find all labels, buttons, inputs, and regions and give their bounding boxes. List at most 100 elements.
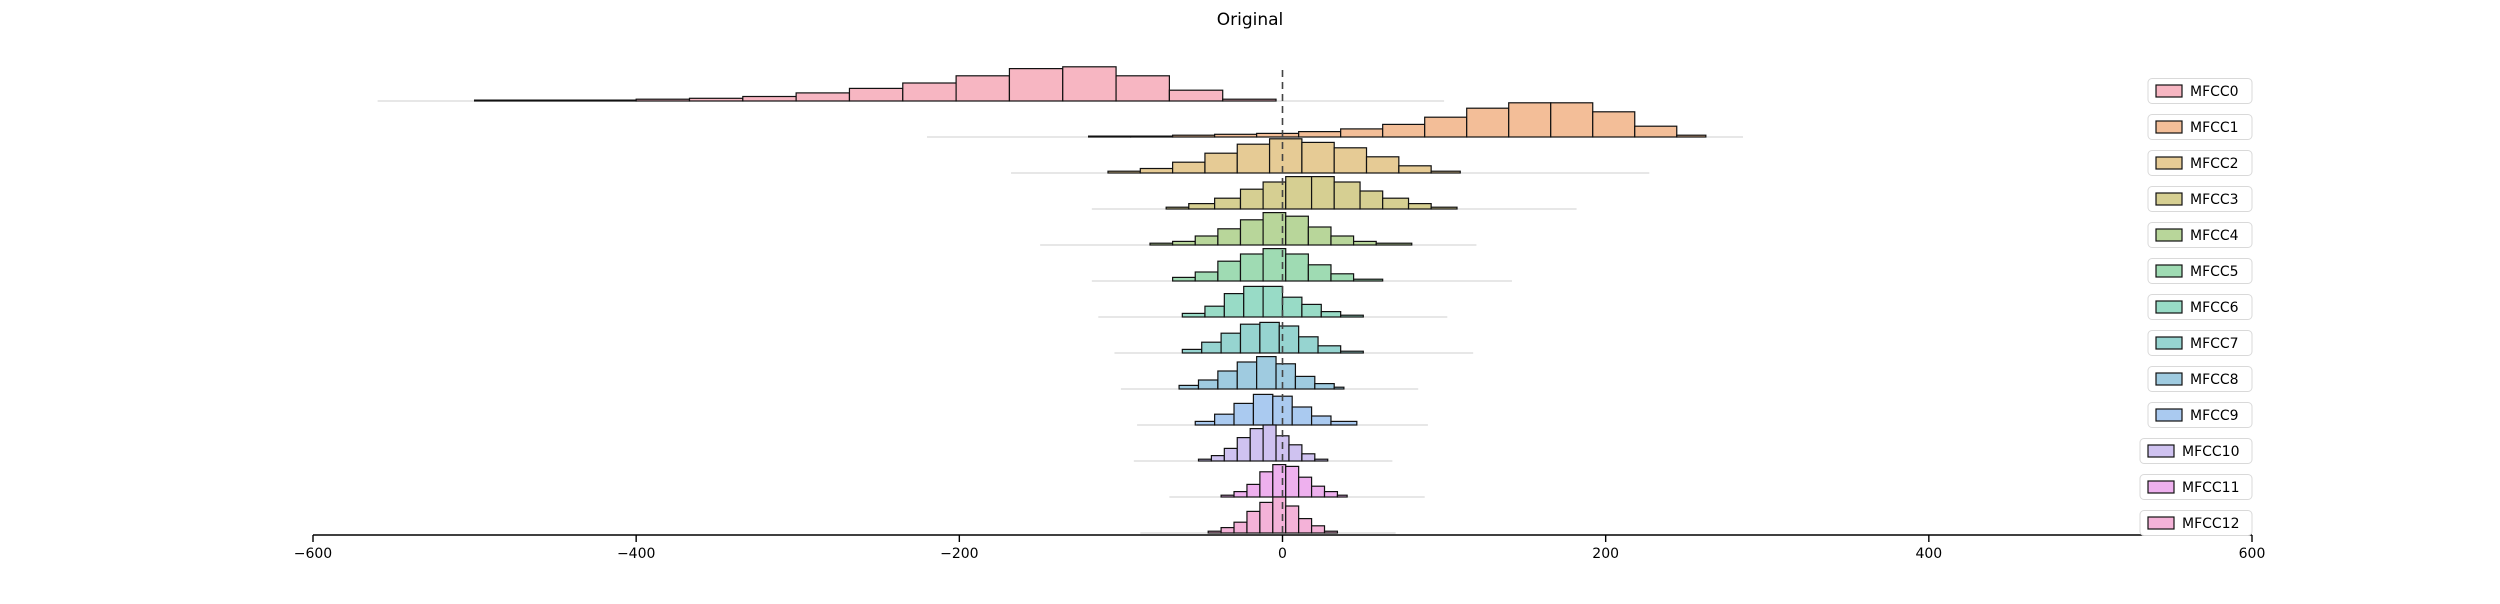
bar <box>1634 125 1678 138</box>
bar <box>1130 135 1174 138</box>
series-mfcc8 <box>1178 356 1345 390</box>
bar <box>1256 132 1300 138</box>
bar <box>1259 501 1274 534</box>
bar <box>1382 123 1426 138</box>
legend-item-mfcc12: MFCC12 <box>2139 510 2253 536</box>
bar <box>1201 341 1222 354</box>
bar <box>1307 264 1332 282</box>
bar <box>1320 311 1342 318</box>
legend-label: MFCC7 <box>2190 336 2239 352</box>
bar <box>1298 336 1319 354</box>
legend-label: MFCC9 <box>2190 408 2239 424</box>
bar <box>1330 420 1358 426</box>
bar <box>848 87 904 102</box>
legend-swatch <box>2155 156 2183 170</box>
bars-layer <box>473 66 1707 534</box>
bar <box>902 82 957 102</box>
bar <box>1275 363 1297 390</box>
legend-item-mfcc0: MFCC0 <box>2147 78 2253 104</box>
bar <box>1217 370 1238 390</box>
bar <box>1210 455 1225 462</box>
bar <box>1217 260 1242 282</box>
bar <box>1298 517 1313 534</box>
bar <box>1194 271 1219 282</box>
legend-label: MFCC4 <box>2190 228 2239 244</box>
bar <box>1285 505 1300 534</box>
bar <box>1139 167 1174 174</box>
bar <box>742 95 797 102</box>
bar <box>1466 107 1510 138</box>
legend-item-mfcc7: MFCC7 <box>2147 330 2253 356</box>
series-mfcc7 <box>1181 321 1364 354</box>
bar <box>1259 471 1274 498</box>
legend-swatch <box>2155 192 2183 206</box>
bar <box>1233 402 1255 426</box>
bar <box>1323 491 1339 498</box>
bar <box>1008 67 1064 102</box>
bar <box>1172 276 1196 282</box>
series-mfcc10 <box>1197 424 1329 462</box>
bar <box>1178 384 1200 390</box>
bar <box>1172 134 1216 138</box>
bar <box>1307 226 1332 246</box>
legend-item-mfcc2: MFCC2 <box>2147 150 2253 176</box>
bar <box>1220 494 1235 498</box>
bar <box>1352 240 1377 246</box>
bar <box>1365 156 1400 174</box>
legend-label: MFCC12 <box>2182 516 2240 532</box>
bar <box>1239 253 1264 282</box>
x-tick-label: 200 <box>1592 546 1619 562</box>
legend-item-mfcc8: MFCC8 <box>2147 366 2253 392</box>
bar <box>1285 253 1309 282</box>
bar <box>1272 496 1287 534</box>
bar <box>1352 278 1384 282</box>
bar <box>1194 420 1216 426</box>
bar <box>1281 296 1303 318</box>
x-tick-label: −400 <box>617 546 655 562</box>
bar <box>1323 530 1339 534</box>
bar <box>1172 240 1196 246</box>
bar <box>1301 453 1316 462</box>
legend-swatch <box>2147 444 2175 458</box>
bar <box>1197 379 1219 390</box>
bar <box>1252 393 1274 426</box>
bar <box>1359 190 1384 210</box>
bar <box>1062 66 1117 102</box>
legend-item-mfcc5: MFCC5 <box>2147 258 2253 284</box>
bar <box>1181 348 1203 354</box>
series-mfcc3 <box>1165 176 1458 210</box>
bar <box>1239 219 1264 246</box>
bar <box>1285 215 1309 246</box>
bar <box>1181 312 1206 318</box>
legend-label: MFCC1 <box>2190 120 2239 136</box>
bar <box>1233 521 1248 534</box>
bar <box>1223 447 1238 462</box>
bar <box>1236 361 1258 390</box>
bar <box>1336 494 1348 498</box>
bar <box>1333 181 1361 210</box>
bar <box>1204 305 1225 318</box>
chart-title: Original <box>1217 10 1284 30</box>
legend-swatch <box>2155 84 2183 98</box>
bar <box>1220 332 1242 354</box>
bar <box>1236 143 1271 174</box>
bar <box>1222 98 1277 102</box>
bar <box>1165 206 1190 210</box>
bar <box>1550 102 1594 138</box>
bar <box>1298 476 1313 498</box>
legend-item-mfcc3: MFCC3 <box>2147 186 2253 212</box>
bar <box>1239 323 1261 354</box>
bar <box>1259 321 1280 354</box>
bar <box>635 98 691 102</box>
bar <box>1301 141 1335 174</box>
x-tick-label: 400 <box>1915 546 1942 562</box>
legend-swatch <box>2155 408 2183 422</box>
bar <box>1246 510 1261 534</box>
bar <box>1204 152 1238 174</box>
bar <box>1294 375 1316 390</box>
x-axis: −600 −400 −200 0 200 400 600 <box>294 534 2265 562</box>
bar <box>1223 293 1245 318</box>
bar <box>1291 406 1313 426</box>
